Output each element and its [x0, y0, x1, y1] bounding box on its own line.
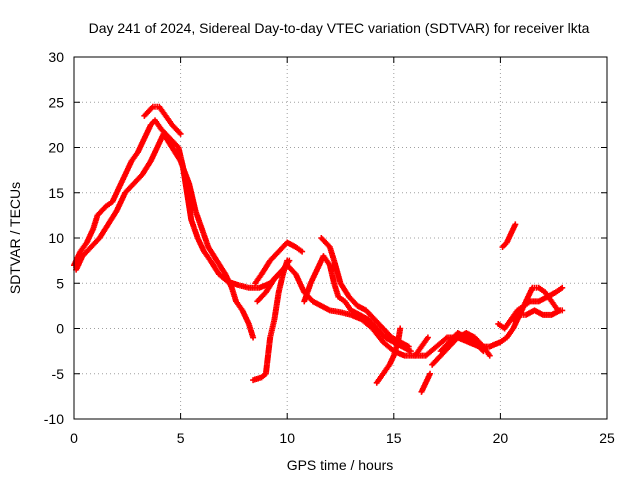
series-track-k [418, 370, 434, 395]
y-tick-label: 15 [48, 185, 64, 201]
chart-title: Day 241 of 2024, Sidereal Day-to-day VTE… [89, 20, 590, 36]
series-track-g [301, 253, 414, 355]
x-tick-label: 20 [493, 430, 509, 446]
data-marks [71, 103, 566, 395]
data-point-markers [429, 330, 493, 368]
x-tick-label: 5 [177, 430, 185, 446]
data-point-markers [510, 307, 564, 323]
x-tick-label: 15 [386, 430, 402, 446]
y-tick-label: 5 [56, 275, 64, 291]
data-point-markers [252, 239, 306, 287]
y-tick-label: 0 [56, 321, 64, 337]
data-point-markers [254, 257, 293, 305]
x-axis-label: GPS time / hours [287, 457, 394, 473]
series-track-i [373, 325, 404, 386]
x-tick-label: 25 [599, 430, 615, 446]
series-track-j [412, 334, 431, 359]
y-tick-labels: -10 -5 0 5 10 15 20 25 30 [44, 49, 64, 427]
y-tick-label: -5 [52, 366, 65, 382]
series-track-e [252, 239, 306, 287]
series-track-c [141, 103, 184, 137]
data-point-markers [418, 370, 434, 395]
data-point-markers [499, 221, 519, 251]
data-point-markers [412, 334, 431, 359]
x-tick-labels: 0 5 10 15 20 25 [70, 430, 615, 446]
y-axis-label: SDTVAR / TECUs [7, 182, 23, 294]
data-point-markers [437, 330, 487, 355]
series-track-d [250, 257, 291, 384]
series-track-l [429, 330, 493, 368]
x-tick-label: 0 [70, 430, 78, 446]
data-point-markers [141, 103, 184, 137]
series-track-b [73, 130, 257, 341]
y-tick-label: 10 [48, 230, 64, 246]
grid [73, 56, 608, 420]
y-tick-label: -10 [44, 411, 64, 427]
series-track-m [437, 330, 487, 355]
y-tick-label: 30 [48, 49, 64, 65]
x-tick-label: 10 [279, 430, 295, 446]
plot-frame [73, 56, 608, 420]
data-point-markers [301, 253, 414, 355]
series-track-p [510, 307, 564, 323]
series-track-f [254, 257, 293, 305]
data-point-markers [250, 257, 291, 384]
y-tick-label: 25 [48, 94, 64, 110]
data-point-markers [373, 325, 404, 386]
series-track-n [499, 221, 519, 251]
data-point-markers [73, 130, 257, 341]
y-tick-label: 20 [48, 140, 64, 156]
